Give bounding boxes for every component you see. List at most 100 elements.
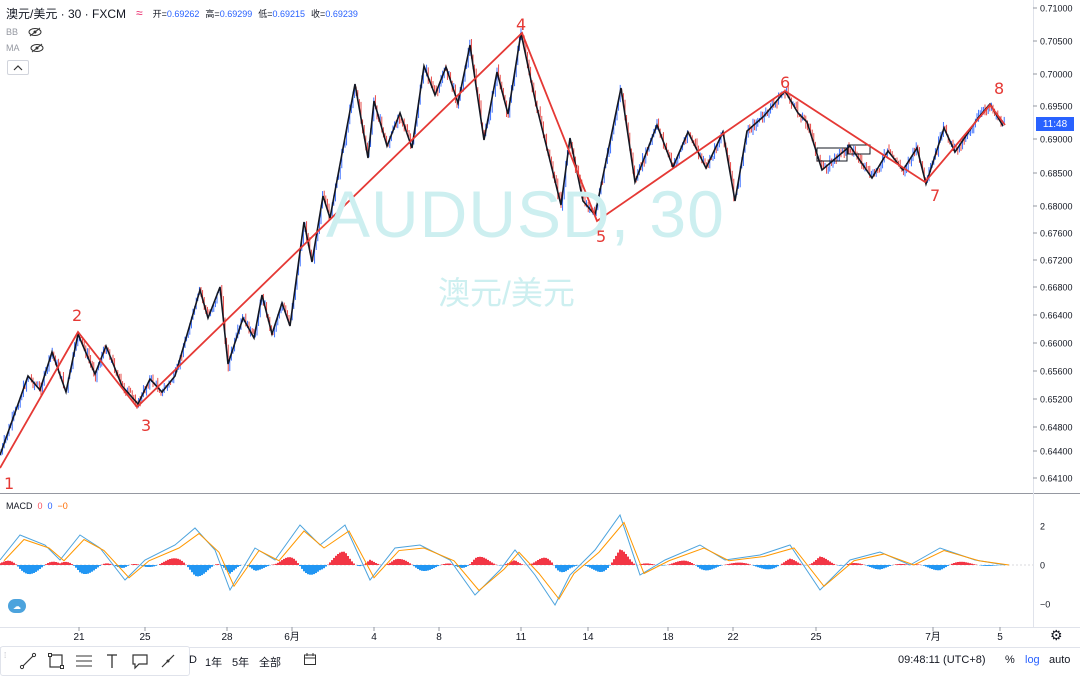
price-tick-label: 0.69000 <box>1040 135 1073 145</box>
wave-label-3: 3 <box>141 416 152 435</box>
price-tick-label: 0.71000 <box>1040 4 1073 14</box>
wave-label-5: 5 <box>596 227 607 246</box>
zigzag-minor-waves <box>0 32 1004 456</box>
macd-tick-label: 2 <box>1040 522 1045 532</box>
consolidation-box <box>847 144 871 155</box>
price-tick-label: 0.64800 <box>1040 423 1073 433</box>
date-range-button[interactable] <box>303 652 317 666</box>
symbol-legend[interactable]: 澳元/美元 · 30 · FXCM ≈ 开=0.69262 高=0.69299 … <box>6 5 364 21</box>
market-status-icon: ≈ <box>136 6 143 20</box>
chevron-up-icon <box>13 64 23 70</box>
macd-axis: 2 0 −0 <box>1040 522 1050 610</box>
price-tick-label: 0.64100 <box>1040 474 1073 484</box>
indicator-bb-label: BB <box>6 27 19 37</box>
indicator-bb-legend[interactable]: BB <box>6 25 42 39</box>
macd-line-value: 0 <box>47 501 53 511</box>
ohlc-low: 低=0.69215 <box>258 8 306 19</box>
price-tick-label: 0.64400 <box>1040 447 1073 457</box>
macd-tick-label: 0 <box>1040 561 1045 571</box>
time-tick-label: 25 <box>139 632 151 643</box>
fib-icon <box>76 655 92 667</box>
percent-scale-toggle[interactable]: % <box>1005 654 1015 666</box>
rectangle-icon <box>48 653 64 669</box>
time-axis: 21 25 28 6月 4 8 11 14 18 22 25 7月 5 <box>73 627 1003 643</box>
timeframe-all[interactable]: 全部 <box>259 657 281 669</box>
time-tick-label: 7月 <box>925 631 941 643</box>
ohlc-open: 开=0.69262 <box>152 8 200 19</box>
text-icon <box>107 654 117 668</box>
drawing-tools-panel[interactable]: ⁞ <box>0 646 190 676</box>
macd-title: MACD <box>6 501 33 511</box>
watermark-name: 澳元/美元 <box>438 275 575 311</box>
wave-label-2: 2 <box>72 306 83 325</box>
price-tick-label: 0.65200 <box>1040 395 1073 405</box>
wave-label-7: 7 <box>930 186 941 205</box>
line-tool-button[interactable] <box>14 649 42 673</box>
macd-histogram-value: 0 <box>37 501 43 511</box>
time-tick-label: 22 <box>727 632 739 643</box>
wave-label-4: 4 <box>516 15 527 34</box>
calendar-goto-icon <box>304 653 316 665</box>
rectangle-tool-button[interactable] <box>42 649 70 673</box>
timeframe-5y[interactable]: 5年 <box>232 657 250 669</box>
indicator-ma-label: MA <box>6 43 20 53</box>
indicator-ma-legend[interactable]: MA <box>6 41 44 55</box>
time-tick-label: 4 <box>371 632 377 643</box>
macd-signal-line <box>3 521 1010 600</box>
timeframe-1y[interactable]: 1年 <box>205 657 223 669</box>
brush-icon <box>161 654 175 668</box>
time-tick-label: 21 <box>73 632 85 643</box>
wave-label-1: 1 <box>4 474 15 493</box>
time-tick-label: 6月 <box>284 631 300 643</box>
collapse-legend-button[interactable] <box>7 60 29 75</box>
brush-tool-button[interactable] <box>154 649 182 673</box>
gear-icon[interactable]: ⚙ <box>1050 627 1063 643</box>
eye-hidden-icon[interactable] <box>28 27 42 37</box>
auto-scale-toggle[interactable]: auto <box>1049 654 1071 666</box>
price-tick-label: 0.66000 <box>1040 339 1073 349</box>
time-tick-label: 28 <box>221 632 233 643</box>
macd-line <box>0 513 1006 606</box>
price-tick-label: 0.65600 <box>1040 367 1073 377</box>
price-tick-label: 0.66800 <box>1040 283 1073 293</box>
zigzag-major-line <box>0 31 1006 469</box>
text-tool-button[interactable] <box>98 649 126 673</box>
log-scale-toggle[interactable]: log <box>1025 654 1040 666</box>
current-price-label: 11:48 <box>1036 117 1074 131</box>
zigzag-major-waves <box>0 31 1006 469</box>
time-tick-label: 8 <box>436 632 442 643</box>
price-tick-label: 0.70000 <box>1040 70 1073 80</box>
fib-tool-button[interactable] <box>70 649 98 673</box>
price-tick-label: 0.68000 <box>1040 202 1073 212</box>
wave-label-6: 6 <box>780 73 791 92</box>
price-tick-label: 0.66400 <box>1040 311 1073 321</box>
clock-display[interactable]: 09:48:11 (UTC+8) <box>898 654 986 666</box>
macd-tick-label: −0 <box>1040 600 1050 610</box>
consolidation-box <box>816 147 848 162</box>
time-tick-label: 14 <box>582 632 594 643</box>
macd-pane <box>0 513 1033 606</box>
price-tick-label: 0.68500 <box>1040 169 1073 179</box>
macd-legend[interactable]: MACD 0 0 −0 <box>6 501 68 511</box>
eye-hidden-icon[interactable] <box>30 43 44 53</box>
time-tick-label: 11 <box>516 632 527 643</box>
timeframe-d[interactable]: D <box>189 654 197 666</box>
price-tick-label: 0.67600 <box>1040 229 1073 239</box>
drag-handle-icon[interactable]: ⁞ <box>4 651 7 660</box>
wave-label-8: 8 <box>994 79 1005 98</box>
comment-tool-button[interactable] <box>126 649 154 673</box>
symbol-title[interactable]: 澳元/美元 · 30 · FXCM <box>6 6 127 21</box>
price-tick-label: 0.69500 <box>1040 102 1073 112</box>
price-tick-label: 0.70500 <box>1040 37 1073 47</box>
price-axis: 0.71000 0.70500 0.70000 0.69500 0.69000 0.685… <box>1033 4 1073 484</box>
watermark-symbol: AUDUSD, 30 <box>326 177 725 251</box>
ohlc-close: 收=0.69239 <box>311 8 358 19</box>
comment-icon <box>132 654 148 670</box>
line-icon <box>19 652 37 670</box>
tradingview-logo-icon[interactable]: ☁ <box>8 599 26 613</box>
price-tick-label: 0.67200 <box>1040 256 1073 266</box>
zigzag-minor-line <box>0 32 1004 456</box>
time-tick-label: 18 <box>662 632 674 643</box>
time-tick-label: 5 <box>997 632 1003 643</box>
